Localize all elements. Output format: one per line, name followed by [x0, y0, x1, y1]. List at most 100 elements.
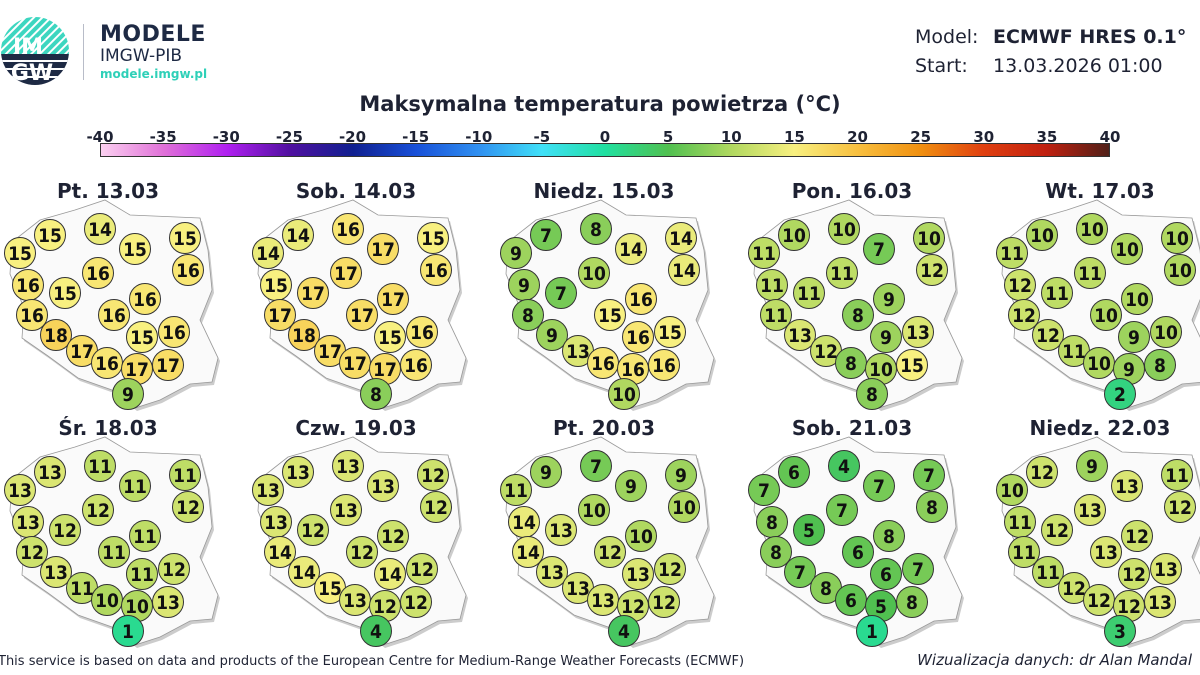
temperature-value: 10 [1168, 260, 1192, 282]
temperature-value: 17 [156, 355, 180, 377]
temperature-marker: 12 [420, 491, 452, 523]
temperature-marker: 13 [34, 456, 66, 488]
temperature-value: 10 [582, 263, 606, 285]
temperature-marker: 14 [508, 506, 540, 538]
temperature-marker: 12 [1008, 299, 1040, 331]
temperature-marker: 11 [1008, 536, 1040, 568]
temperature-value: 17 [268, 305, 292, 327]
temperature-value: 12 [598, 542, 622, 564]
temperature-value: 15 [598, 305, 622, 327]
temperature-value: 8 [926, 497, 938, 519]
temperature-value: 16 [95, 353, 119, 375]
temperature-value: 8 [845, 353, 857, 375]
temperature-marker: 11 [1058, 335, 1090, 367]
temperature-value: 11 [830, 263, 854, 285]
temperature-marker: 12 [1121, 520, 1153, 552]
temperature-marker: 13 [282, 456, 314, 488]
temperature-marker: 11 [1161, 459, 1193, 491]
scale-tick-label: 25 [910, 128, 932, 146]
temperature-marker: 9 [615, 470, 647, 502]
temperature-marker: 9 [530, 456, 562, 488]
temperature-value: 8 [883, 526, 895, 548]
temperature-marker: 12 [810, 335, 842, 367]
temperature-value: 12 [421, 465, 445, 487]
temperature-marker: 6 [778, 456, 810, 488]
temperature-value: 12 [1062, 578, 1086, 600]
temperature-value: 8 [522, 305, 534, 327]
scale-tick-label: -10 [465, 128, 493, 146]
temperature-value: 13 [256, 480, 280, 502]
temperature-marker: 11 [98, 536, 130, 568]
temperature-value: 13 [343, 590, 367, 612]
day-title: Pt. 13.03 [56, 179, 160, 203]
day-title: Niedz. 22.03 [1029, 416, 1171, 440]
temperature-marker: 13 [536, 556, 568, 588]
brand-org: IMGW-PIB [100, 46, 183, 66]
temperature-value: 14 [619, 239, 643, 261]
temperature-marker: 12 [594, 536, 626, 568]
temperature-marker: 1 [856, 615, 888, 647]
temperature-value: 7 [836, 500, 848, 522]
temperature-marker: 12 [406, 553, 438, 585]
temperature-marker: 8 [580, 213, 612, 245]
temperature-value: 10 [1125, 289, 1149, 311]
temperature-marker: 8 [873, 520, 905, 552]
temperature-value: 13 [540, 562, 564, 584]
temperature-value: 14 [512, 512, 536, 534]
temperature-marker: 16 [332, 213, 364, 245]
temperature-marker: 11 [129, 520, 161, 552]
temperature-value: 13 [591, 590, 615, 612]
temperature-marker: 8 [1144, 349, 1176, 381]
temperature-value: 16 [102, 305, 126, 327]
day-title: Czw. 19.03 [295, 416, 417, 440]
temperature-marker: 16 [16, 299, 48, 331]
temperature-marker: 16 [172, 254, 204, 286]
temperature-marker: 13 [4, 474, 36, 506]
temperature-marker: 9 [1076, 450, 1108, 482]
temperature-value: 8 [852, 305, 864, 327]
temperature-marker: 9 [665, 459, 697, 491]
temperature-value: 8 [820, 578, 832, 600]
temperature-marker: 13 [1150, 553, 1182, 585]
temperature-marker: 10 [828, 213, 860, 245]
temperature-marker: 11 [66, 572, 98, 604]
temperature-marker: 10 [1083, 347, 1115, 379]
temperature-value: 13 [334, 500, 358, 522]
temperature-value: 9 [122, 384, 134, 406]
temperature-value: 14 [669, 228, 693, 250]
temperature-value: 12 [176, 497, 200, 519]
temperature-marker: 12 [377, 520, 409, 552]
temperature-value: 13 [286, 462, 310, 484]
temperature-marker: 14 [615, 233, 647, 265]
brand-url-link[interactable]: modele.imgw.pl [100, 67, 208, 81]
temperature-marker: 12 [369, 590, 401, 622]
temperature-marker: 9 [873, 283, 905, 315]
temperature-marker: 12 [172, 491, 204, 523]
scale-tick-label: 15 [783, 128, 805, 146]
temperature-value: 12 [920, 260, 944, 282]
scale-tick-label: 20 [847, 128, 868, 146]
temperature-marker: 13 [252, 474, 284, 506]
temperature-marker: 12 [654, 553, 686, 585]
temperature-value: 16 [591, 353, 615, 375]
map-title: Maksymalna temperatura powietrza (°C) [359, 92, 841, 116]
temperature-value: 15 [318, 578, 342, 600]
temperature-marker: 7 [784, 556, 816, 588]
temperature-marker: 9 [112, 378, 144, 410]
temperature-value: 17 [125, 359, 149, 381]
temperature-value: 12 [814, 341, 838, 363]
temperature-marker: 7 [530, 219, 562, 251]
temperature-marker: 8 [360, 378, 392, 410]
temperature-marker: 8 [916, 491, 948, 523]
temperature-value: 14 [286, 225, 310, 247]
temperature-value: 7 [758, 480, 770, 502]
temperature-value: 10 [1030, 225, 1054, 247]
color-scale-bar [100, 143, 1110, 157]
temperature-marker: 13 [784, 319, 816, 351]
day-title: Sob. 21.03 [791, 416, 913, 440]
header-divider [83, 24, 84, 80]
temperature-value: 10 [1154, 322, 1178, 344]
temperature-value: 13 [1078, 500, 1102, 522]
temperature-marker: 6 [835, 584, 867, 616]
